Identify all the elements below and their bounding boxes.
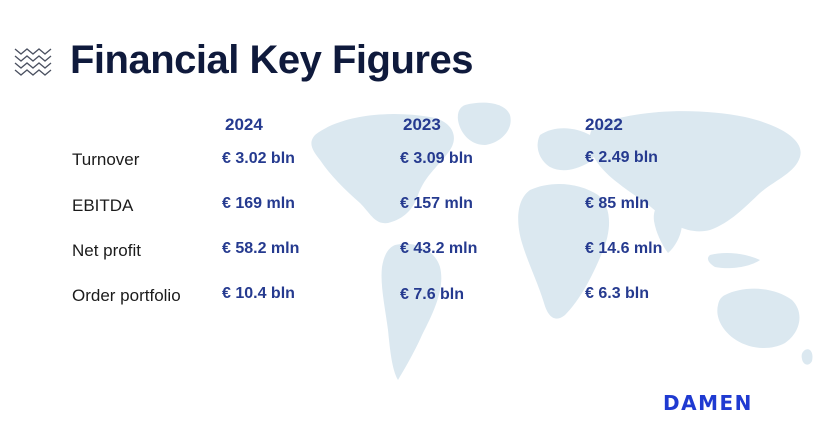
value-net-profit-2024: € 58.2 mln — [222, 240, 300, 257]
value-turnover-2022: € 2.49 bln — [585, 149, 658, 166]
map-asia — [589, 111, 801, 232]
world-map-image — [311, 102, 813, 380]
map-europe — [537, 128, 597, 171]
map-south-america — [381, 243, 442, 380]
value-turnover-2023: € 3.09 bln — [400, 150, 473, 167]
value-ebitda-2023: € 157 mln — [400, 195, 473, 212]
map-new-zealand — [801, 349, 813, 365]
value-order-portfolio-2022: € 6.3 bln — [585, 285, 650, 302]
map-greenland — [457, 102, 511, 145]
page-title: Financial Key Figures — [70, 38, 473, 82]
map-north-america — [311, 114, 454, 224]
value-order-portfolio-2024: € 10.4 bln — [222, 285, 295, 302]
value-net-profit-2023: € 43.2 mln — [400, 240, 478, 257]
value-order-portfolio-2023: € 7.6 bln — [400, 286, 465, 303]
row-label-net-profit: Net profit — [72, 241, 141, 260]
chevron-stack-icon — [14, 48, 52, 76]
value-ebitda-2022: € 85 mln — [585, 195, 650, 212]
year-header-2023: 2023 — [403, 115, 441, 134]
map-australia — [717, 288, 800, 349]
map-indonesia — [707, 252, 760, 269]
row-label-ebitda: EBITDA — [72, 196, 134, 215]
year-header-2022: 2022 — [585, 115, 623, 134]
map-india — [653, 204, 682, 253]
row-label-order-portfolio: Order portfolio — [72, 286, 181, 305]
value-turnover-2024: € 3.02 bln — [222, 150, 295, 167]
year-header-2024: 2024 — [225, 115, 263, 134]
value-ebitda-2024: € 169 mln — [222, 195, 295, 212]
row-label-turnover: Turnover — [72, 150, 140, 169]
map-africa — [518, 183, 610, 319]
damen-logo: DAMEN — [663, 391, 753, 415]
value-net-profit-2022: € 14.6 mln — [585, 240, 663, 257]
